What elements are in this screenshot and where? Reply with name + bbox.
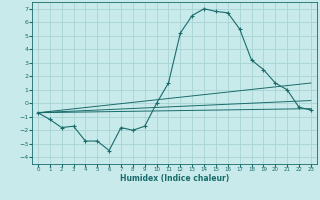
X-axis label: Humidex (Indice chaleur): Humidex (Indice chaleur)	[120, 174, 229, 183]
